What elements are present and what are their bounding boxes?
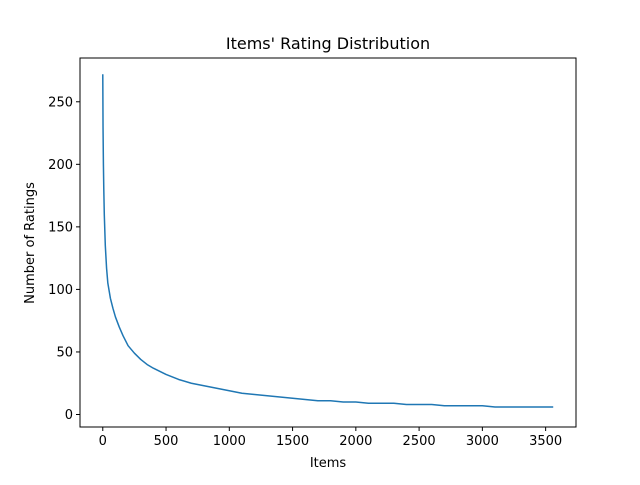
y-tick-label: 0 [65,408,73,423]
x-tick-label: 3000 [466,434,499,449]
x-tick-label: 1500 [276,434,309,449]
x-tick-label: 2000 [339,434,372,449]
x-tick-label: 2500 [403,434,436,449]
y-tick-label: 250 [48,95,73,110]
x-tick-label: 1000 [213,434,246,449]
series-line-0 [102,74,554,408]
y-tick-label: 100 [48,283,73,298]
x-tick-label: 3500 [529,434,562,449]
y-tick-label: 150 [48,220,73,235]
chart-title: Items' Rating Distribution [226,34,430,53]
y-axis-label: Number of Ratings [23,182,38,304]
plot-area: 0 500 1000 1500 2000 2500 3000 3500 0 50 100 150 200… [48,57,577,449]
x-tick-label: 500 [154,434,179,449]
y-tick-label: 50 [56,345,73,360]
axes-frame [79,57,577,428]
x-axis-label: Items [310,456,347,471]
x-tick-label: 0 [99,434,107,449]
y-tick-label: 200 [48,158,73,173]
